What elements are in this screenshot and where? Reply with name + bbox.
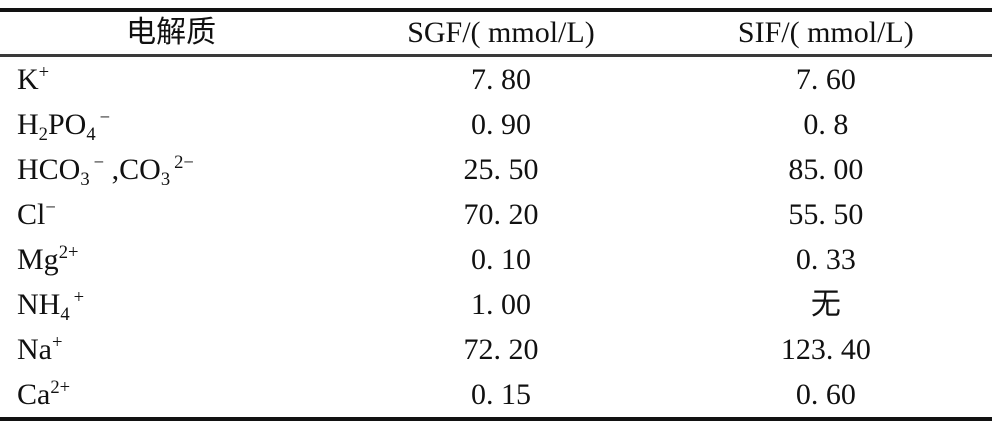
table-row: NH4+ 1. 00 无 xyxy=(0,282,992,327)
table-header: 电解质 SGF/( mmol/L) SIF/( mmol/L) xyxy=(0,10,992,56)
ion-cell: Na+ xyxy=(0,327,342,372)
table-row: Na+ 72. 20 123. 40 xyxy=(0,327,992,372)
superscript: 2− xyxy=(174,152,194,174)
ion-formula: HCO3− ,CO32− xyxy=(17,152,194,190)
sgf-value-cell: 0. 15 xyxy=(470,377,531,411)
sif-value-cell: 55. 50 xyxy=(788,197,864,231)
sif-value-cell: 123. 40 xyxy=(780,332,871,366)
superscript: 2+ xyxy=(58,242,79,264)
table-row: H2PO4− 0. 90 0. 8 xyxy=(0,102,992,147)
electrolyte-table: 电解质 SGF/( mmol/L) SIF/( mmol/L) K+ 7. 80 7… xyxy=(0,8,992,421)
ion-cell: Cl− xyxy=(0,192,342,237)
column-header-electrolyte: 电解质 xyxy=(126,16,217,49)
superscript: − xyxy=(93,152,105,174)
sif-value-cell: 7. 60 xyxy=(795,62,856,96)
ion-formula: H2PO4− xyxy=(17,107,111,145)
column-header-sgf: SGF/( mmol/L) xyxy=(407,16,595,49)
sgf-value-cell: 72. 20 xyxy=(463,332,539,366)
ion-cell: K+ xyxy=(0,56,342,103)
ion-formula: NH4+ xyxy=(17,287,85,325)
sgf-value-cell: 0. 10 xyxy=(470,242,531,276)
sgf-value-cell: 0. 90 xyxy=(470,107,531,141)
superscript: − xyxy=(99,107,111,129)
subscript: 2 xyxy=(38,124,48,145)
table-row: Ca2+ 0. 15 0. 60 xyxy=(0,372,992,419)
ion-formula: Ca2+ xyxy=(17,377,71,411)
sgf-value-cell: 25. 50 xyxy=(463,152,539,186)
table-row: Mg2+ 0. 10 0. 33 xyxy=(0,237,992,282)
superscript: − xyxy=(45,197,56,219)
ion-cell: Mg2+ xyxy=(0,237,342,282)
sgf-value-cell: 1. 00 xyxy=(470,287,531,321)
subscript: 3 xyxy=(80,169,90,190)
ion-formula: K+ xyxy=(17,62,50,96)
sif-value-cell: 0. 60 xyxy=(795,377,856,411)
sgf-value-cell: 7. 80 xyxy=(470,62,531,96)
sif-value-cell: 85. 00 xyxy=(788,152,864,186)
superscript: + xyxy=(38,62,50,84)
paper-table-page: 电解质 SGF/( mmol/L) SIF/( mmol/L) K+ 7. 80 7… xyxy=(0,8,992,421)
sgf-value-cell: 70. 20 xyxy=(463,197,539,231)
table-body: K+ 7. 80 7. 60 H2PO4− 0. 90 0. 8 HCO3− ,CO32− 2… xyxy=(0,56,992,420)
sif-value-cell: 无 xyxy=(810,287,841,321)
header-row: 电解质 SGF/( mmol/L) SIF/( mmol/L) xyxy=(0,10,992,56)
ion-formula: Na+ xyxy=(17,332,63,366)
ion-cell: HCO3− ,CO32− xyxy=(0,147,342,192)
subscript: 4 xyxy=(86,124,96,145)
ion-formula: Cl− xyxy=(17,197,56,231)
ion-cell: H2PO4− xyxy=(0,102,342,147)
subscript: 4 xyxy=(60,304,70,325)
table-row: Cl− 70. 20 55. 50 xyxy=(0,192,992,237)
superscript: + xyxy=(51,332,63,354)
table-row: HCO3− ,CO32− 25. 50 85. 00 xyxy=(0,147,992,192)
subscript: 3 xyxy=(160,169,171,190)
column-header-sif: SIF/( mmol/L) xyxy=(737,16,914,49)
ion-formula: Mg2+ xyxy=(17,242,79,276)
sif-value-cell: 0. 33 xyxy=(795,242,856,276)
table-row: K+ 7. 80 7. 60 xyxy=(0,56,992,103)
sif-value-cell: 0. 8 xyxy=(803,107,849,141)
superscript: 2+ xyxy=(50,377,71,399)
ion-cell: Ca2+ xyxy=(0,372,342,419)
ion-cell: NH4+ xyxy=(0,282,342,327)
superscript: + xyxy=(73,287,85,309)
